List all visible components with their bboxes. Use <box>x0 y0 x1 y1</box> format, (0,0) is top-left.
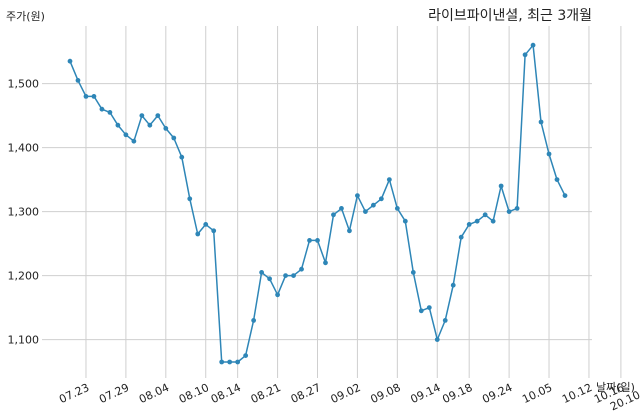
data-point <box>67 58 73 64</box>
series-layer <box>67 42 568 365</box>
x-tick-label: 07.29 <box>97 381 131 406</box>
data-point <box>386 177 392 183</box>
data-point <box>355 193 360 199</box>
data-point <box>339 206 344 211</box>
data-point <box>171 135 177 141</box>
data-point <box>99 106 105 112</box>
data-point <box>490 218 496 224</box>
data-point <box>251 318 257 323</box>
y-tick-label: 1,300 <box>8 206 40 219</box>
x-tick-label: 09.14 <box>408 381 442 406</box>
data-point <box>378 196 384 202</box>
data-point <box>115 122 121 128</box>
data-point <box>139 113 145 118</box>
data-point <box>259 270 265 275</box>
data-point <box>482 212 488 218</box>
x-tick-label: 09.02 <box>329 381 363 406</box>
data-point <box>402 218 408 224</box>
data-point <box>426 305 432 310</box>
data-point <box>91 94 97 99</box>
data-point <box>219 359 225 365</box>
data-point <box>123 132 129 138</box>
y-axis-label: 주가(원) <box>6 10 45 23</box>
data-point <box>450 282 456 288</box>
data-point <box>147 122 153 128</box>
data-point <box>498 183 504 189</box>
data-point <box>554 177 560 183</box>
x-tick-label: 09.18 <box>440 381 474 406</box>
data-point <box>155 113 161 118</box>
x-tick-label: 08.10 <box>177 381 211 406</box>
data-point <box>163 125 169 131</box>
x-tick-label: 08.27 <box>289 381 323 406</box>
data-point <box>299 266 304 272</box>
data-point <box>243 353 249 358</box>
data-point <box>466 222 472 227</box>
data-point <box>83 94 89 99</box>
y-tick-label: 1,400 <box>8 142 40 155</box>
y-tick-label: 1,200 <box>8 270 40 283</box>
data-point <box>394 206 400 211</box>
data-point <box>458 234 464 240</box>
data-point <box>347 228 352 234</box>
data-point <box>323 260 328 266</box>
x-tick-label: 09.08 <box>369 381 403 406</box>
x-axis-label: 날짜(일) <box>596 380 635 394</box>
data-point <box>442 318 448 323</box>
data-point <box>195 231 201 237</box>
data-point <box>418 308 424 314</box>
data-point <box>291 273 296 278</box>
data-point <box>203 222 209 227</box>
data-point <box>307 238 312 243</box>
axes: 1,100 1,200 1,300 1,400 1,500 07.23 07.29 08.04… <box>8 78 640 414</box>
data-point <box>522 52 528 58</box>
data-point <box>211 228 217 234</box>
data-point <box>474 218 480 224</box>
data-point <box>267 276 272 282</box>
x-tick-label: 08.14 <box>209 381 243 406</box>
data-point <box>538 119 544 125</box>
data-point <box>506 209 512 215</box>
y-tick-label: 1,500 <box>8 78 40 91</box>
data-point <box>562 193 568 199</box>
data-point <box>315 238 320 243</box>
data-point <box>187 196 193 202</box>
x-tick-label: 10.12 <box>560 381 594 406</box>
data-point <box>235 359 241 365</box>
x-tick-label: 09.24 <box>480 381 514 406</box>
data-point <box>370 202 376 208</box>
data-point <box>331 212 336 218</box>
x-tick-label: 10.05 <box>520 381 554 406</box>
data-point <box>227 359 233 365</box>
x-tick-label: 08.21 <box>249 381 283 406</box>
data-point <box>546 151 552 157</box>
grid <box>42 26 622 378</box>
data-point <box>131 138 137 144</box>
data-point <box>283 273 288 278</box>
data-point <box>75 78 81 83</box>
x-tick-label: 07.23 <box>57 381 91 406</box>
data-point <box>107 110 113 115</box>
y-tick-label: 1,100 <box>8 334 40 347</box>
data-point <box>530 42 536 48</box>
chart-title: 라이브파이낸셜, 최근 3개월 <box>428 8 592 24</box>
x-tick-label: 08.04 <box>137 381 171 406</box>
data-point <box>275 292 280 298</box>
data-point <box>434 337 440 342</box>
data-point <box>410 270 416 275</box>
data-point <box>514 206 520 211</box>
data-point <box>179 154 185 160</box>
data-point <box>363 209 368 215</box>
